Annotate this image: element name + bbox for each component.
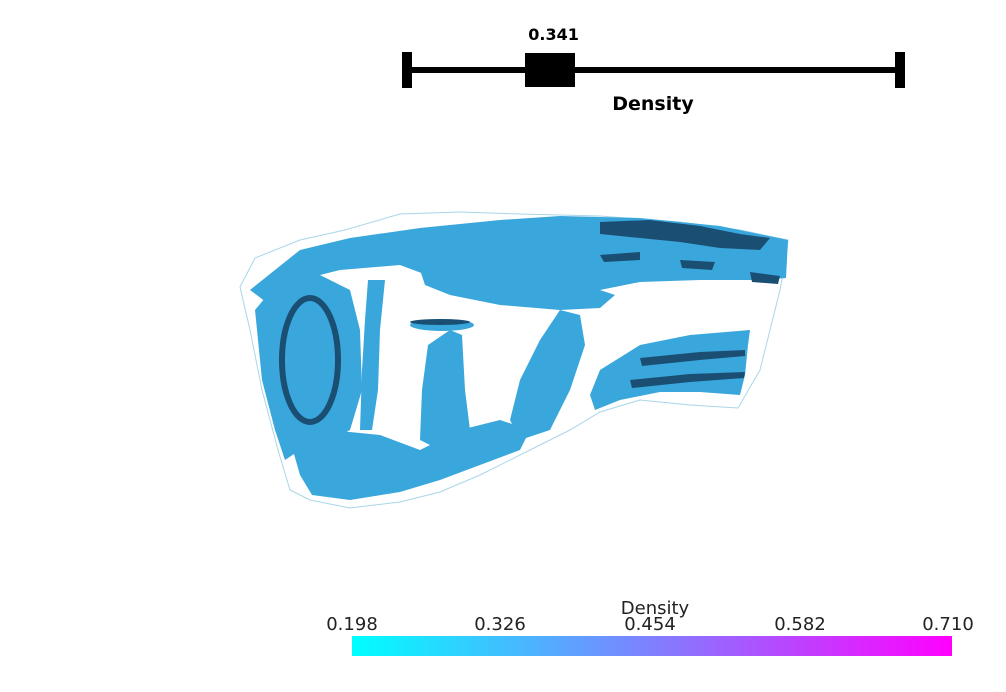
surface-top-holes	[600, 252, 780, 284]
surface-pillar-right	[510, 310, 585, 440]
slider-track[interactable]	[408, 67, 902, 73]
slider-handle[interactable]	[525, 53, 576, 87]
surface-bottom-ribbons	[290, 420, 530, 500]
isosurface-render	[239, 211, 789, 509]
surface-small-disk-shadow	[410, 319, 470, 325]
domain-outline	[239, 211, 789, 509]
surface-left-ring	[279, 295, 341, 425]
colorbar-tick: 0.198	[326, 614, 378, 635]
colorbar-tick: 0.454	[624, 614, 676, 635]
surface-top-shadow	[600, 220, 770, 250]
surface-pillar-left	[360, 280, 385, 430]
slider-value-label: 0.341	[528, 25, 579, 44]
surface-pillar-mid	[420, 330, 470, 450]
colorbar-title: Density	[620, 598, 690, 619]
colorbar-legend: Density 0.198 0.326 0.454 0.582 0.710	[320, 598, 990, 668]
slider-left-cap	[402, 52, 412, 88]
colorbar-tick: 0.326	[474, 614, 526, 635]
surface-hanging-blob	[420, 265, 615, 310]
render-viewport[interactable]	[0, 130, 1006, 590]
density-slider[interactable]: 0.341 Density	[400, 20, 910, 120]
slider-right-cap	[895, 52, 905, 88]
colorbar-tick: 0.582	[774, 614, 826, 635]
surface-left-wall	[255, 275, 362, 460]
surface-right-ribbon-shadow	[630, 350, 745, 388]
slider-title: Density	[612, 93, 694, 115]
surface-right-ribbons	[590, 330, 750, 410]
colorbar-gradient	[352, 636, 952, 656]
colorbar-tick: 0.710	[922, 614, 974, 635]
